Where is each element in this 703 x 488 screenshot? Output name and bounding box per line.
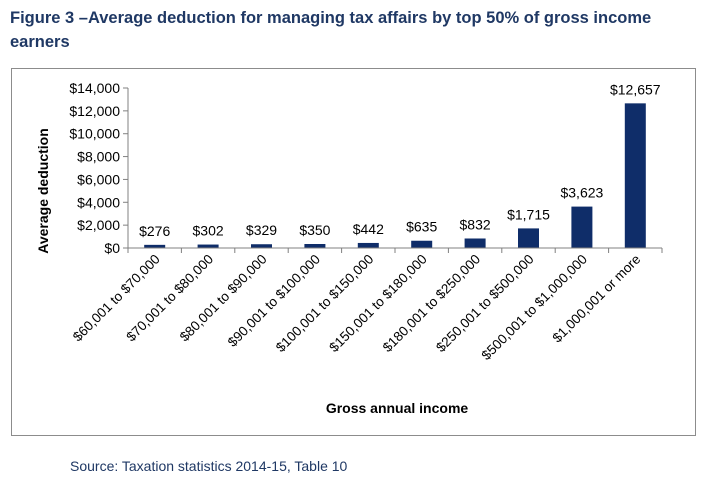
data-label: $1,715 bbox=[507, 206, 550, 222]
x-tick-label: $100,001 to $150,000 bbox=[273, 252, 377, 356]
data-label: $635 bbox=[406, 219, 437, 235]
bar bbox=[357, 242, 379, 248]
bar-chart: $0 $2,000 $4,000 $6,000 $8,000 $10,000 $12,000… bbox=[35, 80, 663, 416]
bar bbox=[304, 244, 326, 248]
source-note: Source: Taxation statistics 2014-15, Tab… bbox=[70, 458, 348, 474]
y-tick-label: $2,000 bbox=[77, 217, 120, 233]
bar bbox=[571, 206, 593, 248]
y-axis-title: Average deduction bbox=[35, 128, 51, 254]
y-tick-label: $10,000 bbox=[69, 126, 120, 142]
x-tick-label: $500,001 to $1,000,000 bbox=[479, 252, 590, 363]
y-tick-label: $0 bbox=[104, 240, 120, 256]
bar bbox=[251, 244, 272, 248]
bar bbox=[144, 244, 166, 248]
data-label: $350 bbox=[299, 222, 330, 238]
bar bbox=[464, 238, 486, 248]
data-label: $3,623 bbox=[560, 185, 603, 201]
bar bbox=[624, 103, 646, 248]
x-tick-label: $60,001 to $70,000 bbox=[70, 252, 163, 345]
chart-area: $0 $2,000 $4,000 $6,000 $8,000 $10,000 $12,000… bbox=[11, 68, 696, 436]
x-axis-title: Gross annual income bbox=[326, 400, 469, 416]
x-tick-label: $180,001 to $250,000 bbox=[380, 252, 484, 356]
y-tick-label: $6,000 bbox=[77, 171, 120, 187]
bar bbox=[411, 240, 433, 248]
data-label: $329 bbox=[246, 222, 277, 238]
x-tick-label: $150,001 to $180,000 bbox=[326, 252, 430, 356]
data-label: $276 bbox=[139, 223, 170, 239]
data-label: $832 bbox=[460, 216, 491, 232]
y-tick-label: $8,000 bbox=[77, 149, 120, 165]
y-tick-label: $4,000 bbox=[77, 194, 120, 210]
x-tick-label: $1,000,001 or more bbox=[549, 252, 643, 346]
bar bbox=[518, 228, 539, 248]
x-tick-label: $90,001 to $100,000 bbox=[225, 252, 323, 350]
bar bbox=[197, 244, 219, 248]
y-tick-label: $12,000 bbox=[69, 103, 120, 119]
figure-title: Figure 3 –Average deduction for managing… bbox=[10, 9, 652, 51]
data-label: $442 bbox=[353, 221, 384, 237]
x-tick-label: $250,001 to $500,000 bbox=[433, 252, 537, 356]
y-tick-label: $14,000 bbox=[69, 80, 120, 96]
data-label: $12,657 bbox=[610, 81, 661, 97]
data-label: $302 bbox=[193, 223, 224, 239]
